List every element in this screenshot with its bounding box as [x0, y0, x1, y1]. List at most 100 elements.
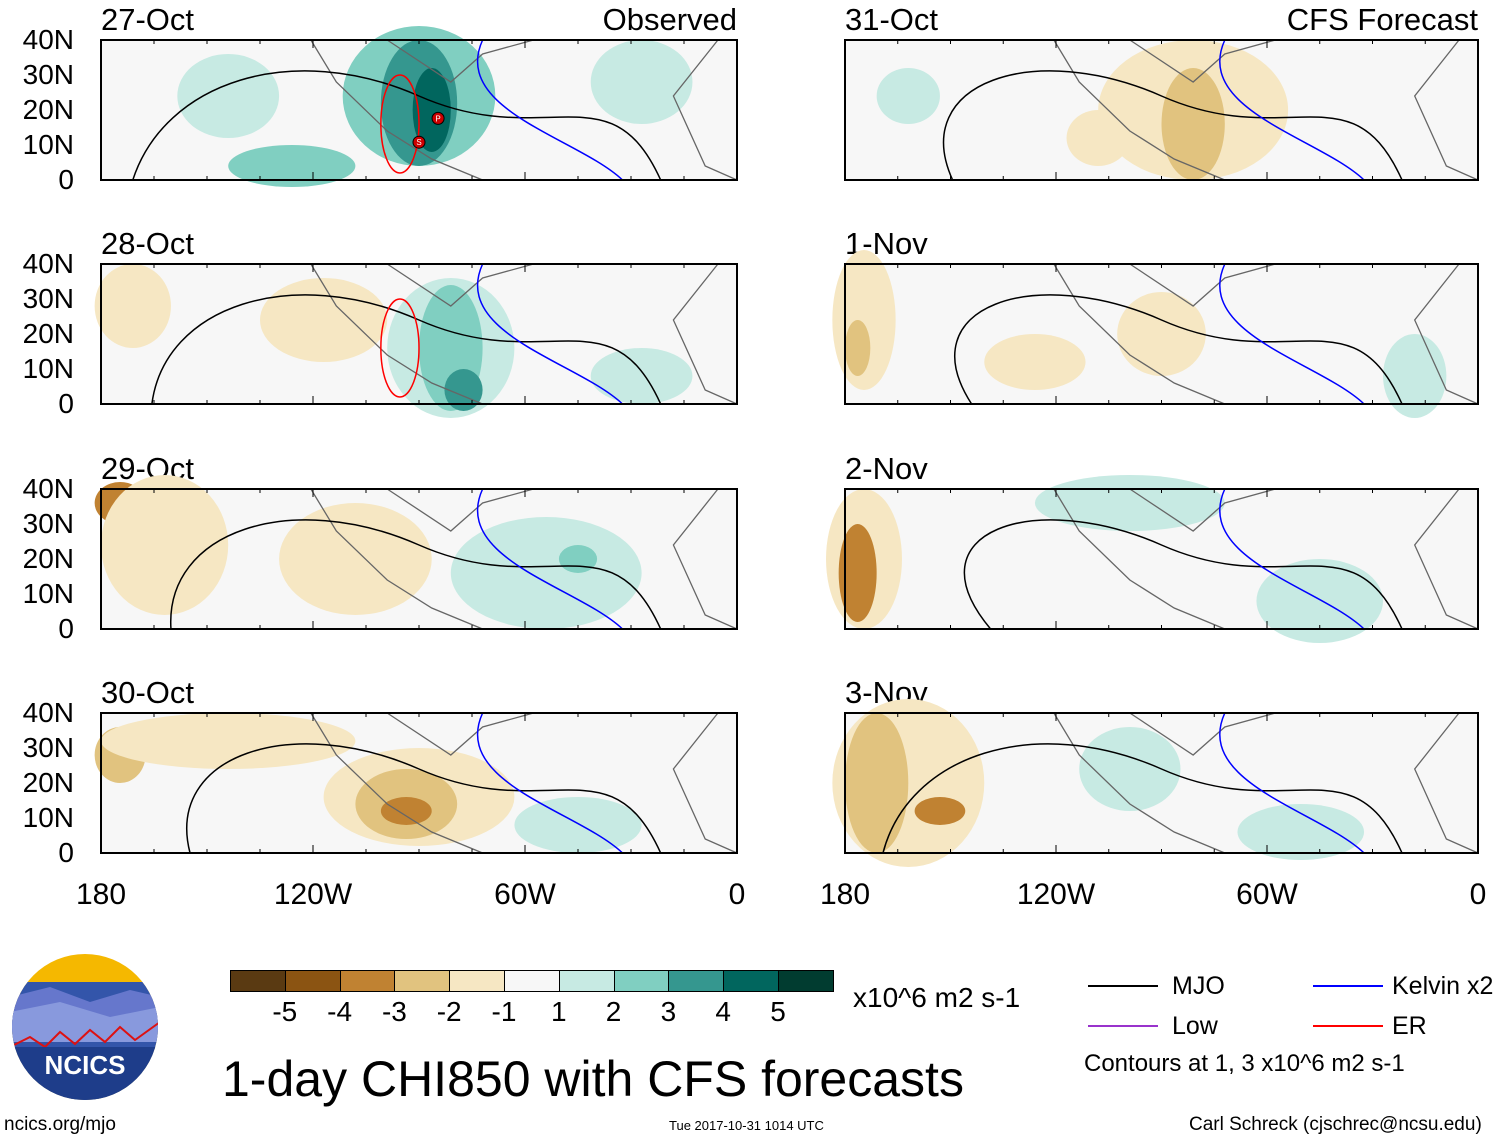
kelvin-contour [476, 263, 624, 405]
chart-title: 1-day CHI850 with CFS forecasts [222, 1051, 964, 1107]
ncics-logo: NCICS [12, 954, 158, 1100]
colorbar-units: x10^6 m2 s-1 [853, 982, 1021, 1013]
colorbar-tick-label: -4 [327, 996, 353, 1027]
lon-tick-label: 120W [1016, 878, 1096, 911]
colorbar-tick-label: 5 [770, 996, 786, 1027]
lon-tick-label: 0 [728, 878, 746, 911]
panel-date: 30-Oct [101, 675, 195, 710]
lon-tick-label: 60W [494, 878, 556, 911]
mjo-contour [954, 294, 1403, 405]
colorbar-tick-label: 3 [660, 996, 677, 1027]
colorbar-swatch [284, 970, 341, 992]
map-panel [94, 475, 738, 630]
lon-tick-label: 0 [1469, 878, 1487, 911]
lat-tick-label: 40N [22, 473, 74, 504]
panel-source-label: Observed [602, 2, 737, 37]
colorbar-swatch [558, 970, 615, 992]
lon-tick-label: 180 [75, 878, 127, 911]
legend-line-er [1313, 1025, 1383, 1027]
panel-date: 28-Oct [101, 226, 195, 261]
shading-region [845, 713, 909, 853]
lat-tick-label: 20N [22, 767, 74, 798]
colorbar-tick-label: -3 [381, 996, 407, 1027]
map-panel [844, 39, 1479, 181]
lat-tick-label: 0 [58, 388, 74, 419]
kelvin-contour [1219, 39, 1365, 181]
map-panel [832, 699, 1479, 867]
colorbar-tick-label: 2 [605, 996, 622, 1027]
kelvin-contour [476, 712, 624, 854]
coastline [1053, 39, 1479, 181]
lon-tick-label: 60W [1236, 878, 1298, 911]
shading-region [1383, 334, 1447, 418]
shading-region [1066, 110, 1130, 166]
kelvin-contour [1219, 712, 1365, 854]
shading-region [450, 517, 642, 629]
colorbar-swatch [613, 970, 670, 992]
shading-region [984, 334, 1086, 390]
panel-date: 31-Oct [845, 2, 939, 37]
lat-tick-label: 10N [22, 802, 74, 833]
lat-tick-label: 40N [22, 697, 74, 728]
shading-region [1034, 475, 1225, 531]
lat-tick-label: 10N [22, 578, 74, 609]
shading-region [1256, 559, 1384, 643]
shading-region [412, 68, 451, 152]
colorbar-swatch [668, 970, 725, 992]
mjo-contour [151, 294, 662, 405]
panel-date: 27-Oct [101, 2, 195, 37]
shading-region [1079, 727, 1181, 811]
svg-text:S: S [416, 138, 421, 147]
map-panel [832, 250, 1479, 418]
colorbar-tick-label: 4 [715, 996, 731, 1027]
map-panel: PS [100, 26, 738, 187]
svg-text:P: P [435, 114, 440, 123]
shading-region [838, 524, 877, 622]
shading-region [1117, 292, 1206, 376]
footer-url[interactable]: ncics.org/mjo [4, 1114, 116, 1135]
lat-tick-label: 20N [22, 543, 74, 574]
coastline [1053, 488, 1479, 630]
lat-tick-label: 0 [58, 837, 74, 868]
coastline [310, 488, 738, 630]
legend-label-kelvin: Kelvin x2 [1392, 972, 1494, 1000]
lat-tick-label: 20N [22, 318, 74, 349]
coastline [1053, 712, 1479, 854]
colorbar-swatch [778, 970, 834, 992]
map-panel [826, 475, 1479, 643]
colorbar-tick-label: -1 [491, 996, 517, 1027]
lat-tick-label: 10N [22, 129, 74, 160]
er-contour [380, 298, 420, 398]
lat-tick-label: 40N [22, 248, 74, 279]
colorbar-swatch [394, 970, 451, 992]
colorbar-swatch [339, 970, 396, 992]
storm-marker: S [412, 135, 426, 149]
legend-line-mjo [1088, 985, 1158, 987]
lat-tick-label: 10N [22, 353, 74, 384]
legend-label-mjo: MJO [1172, 972, 1225, 1000]
lat-tick-label: 0 [58, 164, 74, 195]
kelvin-contour [476, 39, 624, 181]
lon-tick-label: 180 [819, 878, 871, 911]
shading-region [914, 797, 966, 825]
shading-region [177, 54, 280, 138]
map-panel [94, 263, 738, 418]
shading-region [590, 348, 693, 404]
shading-region [101, 713, 356, 769]
shading-region [514, 797, 642, 853]
shading-region [1237, 804, 1365, 860]
lat-tick-label: 30N [22, 732, 74, 763]
panel-date: 2-Nov [845, 451, 928, 486]
shading-region [101, 475, 229, 615]
shading-region [279, 503, 432, 615]
shading-region [876, 68, 940, 124]
shading-region [380, 797, 432, 825]
colorbar-swatch [504, 970, 560, 992]
legend-line-kelvin [1313, 985, 1383, 987]
colorbar-tick-label: -5 [272, 996, 298, 1027]
lon-tick-label: 120W [273, 878, 353, 911]
footer-credit: Carl Schreck (cjschrec@ncsu.edu) [1189, 1114, 1482, 1135]
storm-marker: P [431, 111, 445, 125]
shading-region [558, 545, 598, 573]
shading-region [1161, 68, 1225, 180]
